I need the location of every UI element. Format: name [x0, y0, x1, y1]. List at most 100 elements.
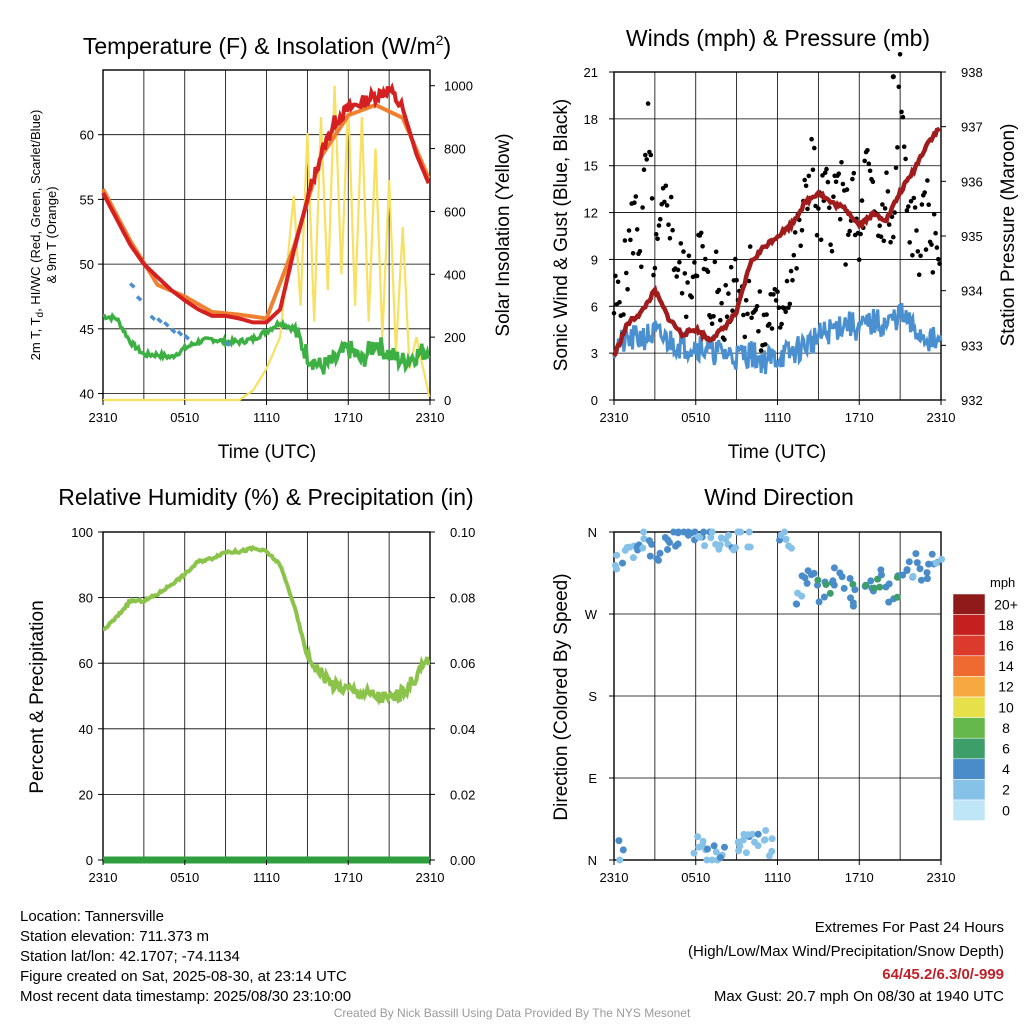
wind-chill-segment [135, 295, 143, 302]
gust-point [722, 337, 727, 342]
direction-point [862, 581, 870, 589]
legend-label: 18 [998, 617, 1014, 633]
gust-point [859, 198, 865, 203]
gust-point [730, 308, 735, 314]
gust-point [694, 273, 700, 279]
direction-x-tick-label: 1710 [845, 870, 874, 885]
gust-point [633, 194, 639, 199]
gust-point [880, 202, 885, 207]
gust-point [649, 196, 655, 201]
direction-point [626, 543, 634, 551]
humidity-y2-tick-label: 0.10 [450, 525, 475, 540]
direction-point [925, 560, 933, 568]
dewpoint-line [102, 312, 431, 375]
gust-point [884, 170, 889, 175]
gust-point [914, 228, 919, 233]
direction-point [829, 577, 837, 585]
gust-point [678, 241, 684, 246]
gust-point [679, 291, 685, 296]
gust-point [844, 187, 850, 192]
humidity-y-tick-label: 0 [86, 853, 93, 868]
direction-point [885, 598, 893, 606]
wind-chill-segment [129, 282, 136, 289]
winds-y-tick-label: 6 [591, 299, 598, 314]
direction-point [765, 852, 773, 860]
legend-swatch [952, 758, 986, 780]
direction-point [701, 542, 709, 550]
gust-point [734, 277, 739, 283]
direction-point [710, 842, 718, 850]
gust-point [640, 205, 645, 210]
winds-y2-tick-label: 938 [961, 65, 983, 80]
footer-location: Location: Tannersville [20, 908, 164, 925]
direction-point [656, 549, 664, 557]
extremes-values: 64/45.2/6.3/0/-999 [882, 966, 1004, 983]
humidity-y-tick-label: 100 [71, 525, 93, 540]
direction-point [745, 528, 753, 536]
gust-point [922, 190, 927, 195]
humidity-x-tick-label: 1110 [253, 870, 280, 885]
gust-point [891, 234, 896, 240]
gust-point [846, 232, 851, 238]
direction-point [928, 550, 936, 558]
gust-point [634, 227, 640, 232]
temperature-x-tick-label: 1710 [334, 410, 363, 425]
gust-point [794, 266, 799, 271]
direction-point [735, 847, 743, 855]
winds-y-tick-label: 9 [591, 252, 598, 267]
gust-point [907, 240, 912, 245]
direction-y-tick-label: E [588, 771, 597, 786]
gust-point [877, 223, 882, 228]
gust-point [718, 317, 723, 323]
direction-point [748, 830, 756, 838]
winds-x-tick-label: 0510 [681, 410, 710, 425]
direction-point [615, 837, 623, 845]
temperature-y2-tick-label: 1000 [444, 79, 473, 94]
gust-point [667, 236, 673, 241]
gust-point [919, 202, 925, 207]
gust-point [893, 165, 899, 170]
gust-point [936, 256, 941, 262]
temperature-y2-tick-label: 400 [444, 267, 466, 282]
direction-point [708, 856, 716, 864]
gust-point [829, 248, 835, 254]
legend-swatch [952, 717, 986, 739]
legend-label: 10 [998, 699, 1014, 715]
gust-point [850, 176, 855, 182]
gust-point [771, 292, 776, 297]
direction-point [905, 558, 913, 566]
direction-point [912, 550, 920, 558]
gust-point [776, 305, 782, 311]
direction-point [739, 836, 747, 844]
direction-point [700, 528, 708, 536]
direction-point [826, 589, 834, 597]
temperature-y-tick-label: 60 [80, 128, 94, 143]
humidity-y-tick-label: 80 [79, 591, 93, 606]
max-gust-point [890, 74, 896, 80]
gust-point [692, 260, 697, 265]
gust-point [903, 156, 908, 162]
direction-point [734, 528, 742, 536]
wind-chill-segment [176, 330, 184, 337]
marks-layer [101, 52, 946, 864]
direction-point [810, 569, 818, 577]
gust-point [831, 194, 836, 199]
direction-y-tick-label: N [588, 853, 597, 868]
humidity-x-tick-label: 2310 [416, 870, 445, 885]
winds-y2-tick-label: 933 [961, 338, 983, 353]
direction-point [716, 854, 724, 862]
direction-point [664, 546, 671, 553]
gust-point [716, 287, 722, 293]
direction-point [798, 592, 806, 600]
gust-point [899, 109, 904, 115]
direction-point [846, 575, 854, 582]
gust-point [621, 312, 626, 317]
gust-point [683, 314, 689, 320]
gust-point [644, 157, 649, 162]
direction-point [820, 593, 828, 601]
gust-point [758, 348, 764, 353]
gust-point [617, 300, 622, 305]
legend-swatch [952, 655, 986, 677]
direction-point [629, 554, 637, 562]
gust-point [712, 259, 718, 265]
